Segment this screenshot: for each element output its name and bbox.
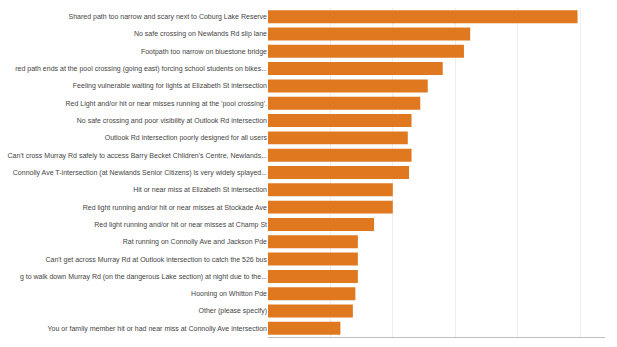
svg-text:Other (please specify): Other (please specify): [199, 307, 267, 315]
svg-text:Hit or near miss at Elizabeth: Hit or near miss at Elizabeth St interse…: [133, 186, 267, 193]
svg-text:Can't cross Murray Rd safely t: Can't cross Murray Rd safely to access B…: [8, 152, 267, 160]
svg-text:Feeling vulnerable waiting for: Feeling vulnerable waiting for lights at…: [73, 82, 267, 90]
svg-text:No safe crossing and poor visi: No safe crossing and poor visibility at …: [77, 117, 267, 125]
svg-text:Red light running and/or hit o: Red light running and/or hit or near mis…: [83, 204, 267, 212]
svg-text:No safe crossing on Newlands R: No safe crossing on Newlands Rd slip lan…: [134, 30, 267, 38]
svg-text:You or family member hit or ha: You or family member hit or had near mis…: [48, 325, 268, 333]
svg-text:Rat running on Connolly Ave an: Rat running on Connolly Ave and Jackson …: [123, 238, 267, 246]
svg-text:Red light running and/or hit o: Red light running and/or hit or near mis…: [94, 221, 267, 229]
svg-text:Red Light and/or hit or near m: Red Light and/or hit or near misses runn…: [65, 100, 267, 108]
svg-text:Hooning on Whitton Pde: Hooning on Whitton Pde: [191, 290, 267, 298]
svg-text:Shared path too narrow and sca: Shared path too narrow and scary next to…: [69, 13, 268, 21]
svg-text:Connolly Ave T-intersection (a: Connolly Ave T-intersection (at Newlands…: [13, 169, 267, 177]
svg-text:Outlook Rd intersection poorly: Outlook Rd intersection poorly designed …: [105, 134, 268, 142]
svg-text:Can't get across Murray Rd at: Can't get across Murray Rd at Outlook in…: [45, 256, 267, 264]
svg-text:g to walk down Murray Rd (on t: g to walk down Murray Rd (on the dangero…: [20, 273, 267, 281]
svg-text:Footpath too narrow on bluesto: Footpath too narrow on bluestone bridge: [141, 48, 267, 56]
svg-text:red path ends at the pool cros: red path ends at the pool crossing (goin…: [15, 65, 267, 73]
